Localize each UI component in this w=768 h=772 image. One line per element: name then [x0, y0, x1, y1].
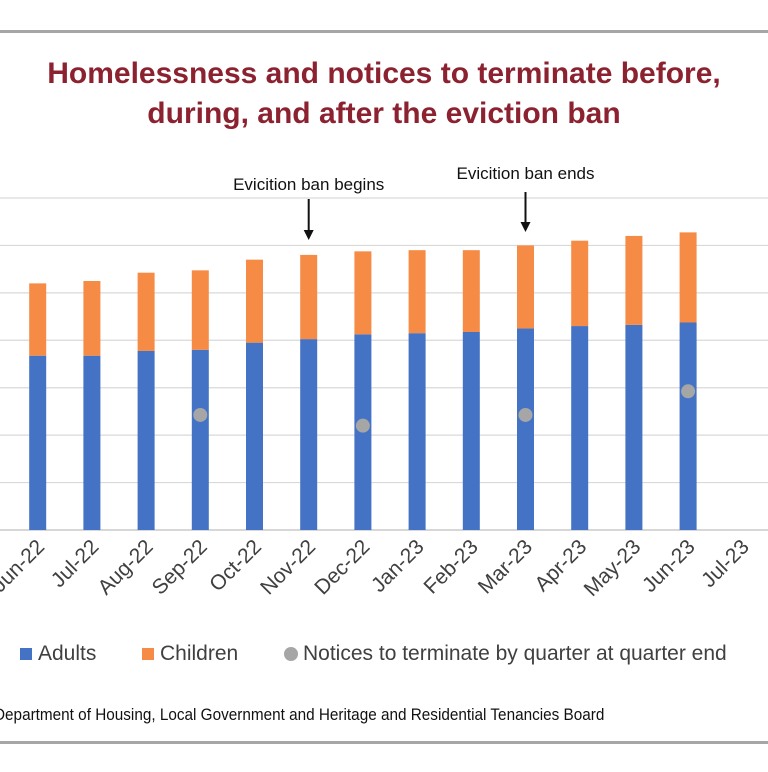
- source-note: Department of Housing, Local Government …: [0, 705, 605, 724]
- bar-adults: [191, 349, 209, 530]
- annotation-arrow-head: [520, 222, 531, 232]
- x-tick-label: Jul-23: [697, 535, 754, 592]
- bottom-rule: [0, 741, 768, 744]
- x-tick-label: Feb-23: [420, 535, 483, 598]
- bar-children: [354, 251, 372, 335]
- chart-plot-area: May-22Jun-22Jul-22Aug-22Sep-22Oct-22Nov-…: [0, 164, 768, 601]
- legend-adults: Adults: [20, 640, 96, 668]
- bar-adults: [517, 328, 534, 530]
- annotation-label: Evicition ban begins: [233, 175, 384, 194]
- bar-children: [408, 250, 426, 334]
- x-tick-label: Jan-23: [367, 535, 429, 597]
- chart-title-line-2: during, and after the eviction ban: [147, 97, 621, 130]
- x-tick-label: May-23: [580, 535, 646, 601]
- notices-point: [193, 407, 208, 422]
- legend-children-swatch: [142, 648, 154, 660]
- legend-children: Children: [142, 640, 238, 668]
- bar-children: [137, 272, 155, 351]
- legend-notices-marker: [284, 647, 298, 661]
- chart-title-line-1: Homelessness and notices to terminate be…: [47, 57, 721, 90]
- notices-point: [355, 418, 370, 433]
- legend-children-label: Children: [160, 642, 239, 665]
- bar-children: [29, 283, 47, 356]
- bar-adults: [625, 324, 643, 530]
- bar-adults: [29, 355, 47, 530]
- annotation-arrow-head: [303, 230, 314, 240]
- legend-notices: Notices to terminate by quarter at quart…: [284, 640, 727, 668]
- legend-adults-swatch: [20, 648, 32, 660]
- legend-notices-label: Notices to terminate by quarter at quart…: [303, 642, 727, 665]
- notices-point: [518, 407, 533, 422]
- bar-children: [571, 240, 589, 327]
- bar-adults: [571, 326, 589, 530]
- x-tick-label: Mar-23: [474, 535, 537, 598]
- x-tick-label: Nov-22: [256, 535, 320, 599]
- bar-adults: [83, 355, 101, 530]
- bar-children: [246, 259, 263, 343]
- bar-adults: [462, 331, 480, 530]
- x-tick-label: Jun-22: [0, 535, 49, 597]
- bar-adults: [300, 339, 318, 530]
- bar-adults: [246, 342, 263, 530]
- bar-adults: [137, 350, 155, 530]
- bar-children: [300, 254, 318, 340]
- top-rule: [0, 30, 768, 33]
- x-tick-label: Oct-22: [205, 535, 266, 596]
- bar-adults: [408, 333, 426, 530]
- legend-adults-label: Adults: [38, 642, 97, 665]
- bar-children: [191, 270, 209, 350]
- x-tick-label: Aug-22: [93, 535, 157, 599]
- x-tick-label: Dec-22: [310, 535, 374, 599]
- bar-children: [679, 232, 697, 323]
- x-tick-label: Jun-23: [638, 535, 700, 597]
- notices-point: [681, 384, 696, 399]
- bar-children: [462, 250, 480, 332]
- bar-children: [625, 235, 643, 325]
- x-tick-label: Sep-22: [148, 535, 212, 599]
- bar-children: [517, 245, 534, 329]
- bar-children: [83, 281, 101, 356]
- annotation-label: Evicition ban ends: [457, 164, 595, 183]
- bar-adults: [679, 322, 697, 530]
